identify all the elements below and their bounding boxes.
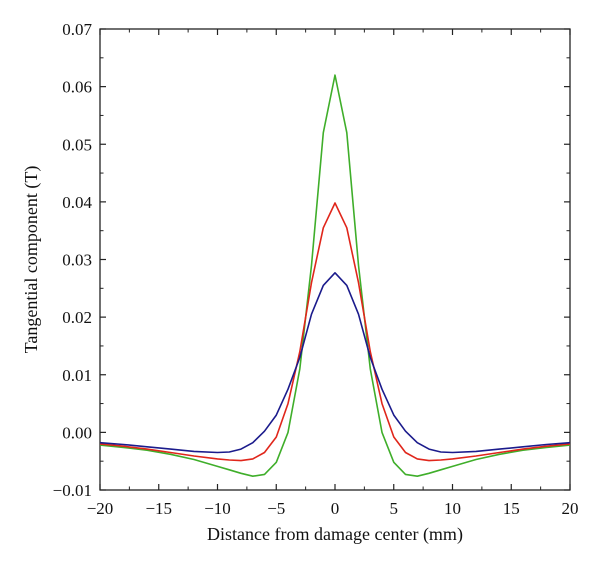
x-axis-title: Distance from damage center (mm) <box>207 524 463 545</box>
x-tick-label: 10 <box>444 499 461 518</box>
y-tick-label: 0.03 <box>62 251 92 270</box>
x-tick-label: 0 <box>331 499 340 518</box>
y-tick-label: 0.07 <box>62 20 92 39</box>
x-tick-label: 5 <box>390 499 399 518</box>
y-tick-label: 0.06 <box>62 78 92 97</box>
x-tick-label: 15 <box>503 499 520 518</box>
y-axis-title: Tangential component (T) <box>21 166 42 354</box>
series-line-3 <box>99 271 571 454</box>
y-tick-label: 0.02 <box>62 308 92 327</box>
y-tick-label: 0.04 <box>62 193 92 212</box>
x-tick-label: −5 <box>267 499 285 518</box>
plot-area <box>99 28 571 491</box>
y-tick-label: 0.01 <box>62 366 92 385</box>
tick-labels: −20 −15 −10 −5 0 5 10 15 20 −0.01 0.00 0.01 0.02 0.03… <box>53 20 579 518</box>
x-tick-label: −10 <box>204 499 231 518</box>
series-line-2 <box>99 202 571 462</box>
y-tick-label: 0.00 <box>62 423 92 442</box>
series-line-1 <box>99 74 571 478</box>
series-lines <box>99 74 571 478</box>
y-tick-label: −0.01 <box>53 481 92 500</box>
x-tick-label: −20 <box>87 499 114 518</box>
axis-ticks <box>99 28 571 491</box>
x-tick-label: 20 <box>562 499 579 518</box>
y-tick-label: 0.05 <box>62 135 92 154</box>
x-tick-label: −15 <box>145 499 172 518</box>
